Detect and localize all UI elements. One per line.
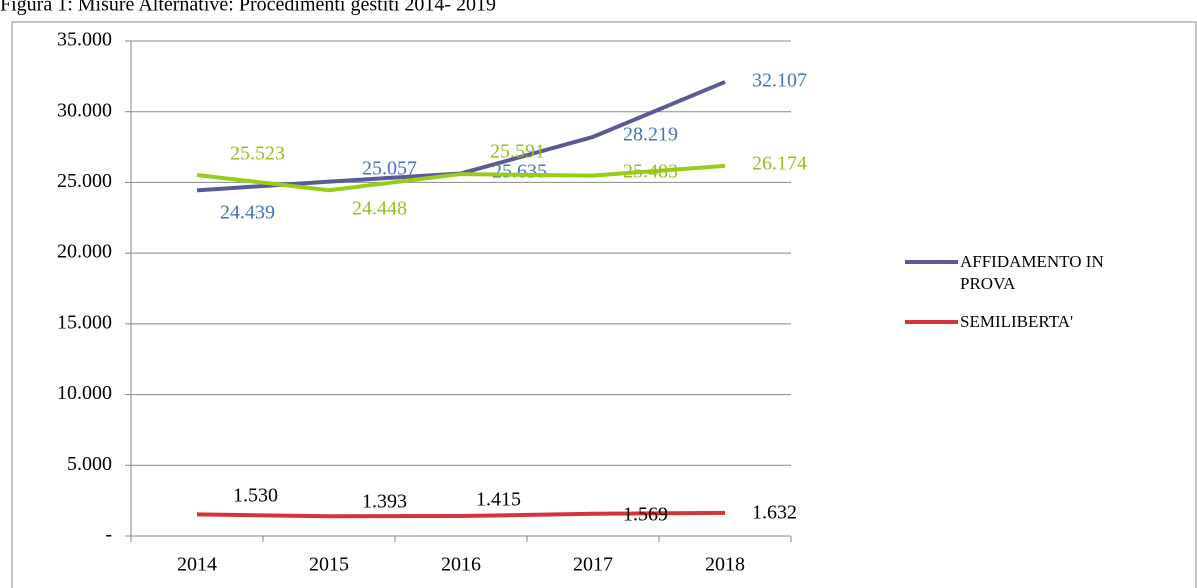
data-label: 1.530 — [233, 485, 278, 507]
data-label: 1.393 — [362, 491, 407, 513]
x-tick-label: 2016 — [441, 554, 481, 576]
chart-title: Figura 1: Misure Alternative: Procedimen… — [0, 0, 496, 16]
x-tick-label: 2015 — [309, 554, 349, 576]
data-label: 24.439 — [220, 202, 275, 224]
data-label: 25.635 — [492, 161, 547, 183]
data-label: 1.569 — [623, 504, 668, 526]
series-line — [196, 163, 726, 193]
legend-label: AFFIDAMENTO IN PROVA — [960, 252, 1104, 293]
y-tick-label: 15.000 — [57, 311, 112, 333]
data-label: 25.523 — [230, 143, 285, 165]
chart-border — [11, 21, 1197, 588]
data-label: 28.219 — [623, 124, 678, 146]
data-label: 24.448 — [352, 198, 407, 220]
data-label: 25.483 — [623, 161, 678, 183]
data-label: 25.591 — [490, 141, 545, 163]
y-tick-label: 30.000 — [57, 99, 112, 121]
y-tick-label: 10.000 — [57, 382, 112, 404]
x-tick-label: 2014 — [177, 554, 217, 576]
y-tick-label: 5.000 — [67, 453, 112, 475]
data-label: 25.057 — [362, 158, 417, 180]
data-label: 1.415 — [476, 489, 521, 511]
legend-entry: SEMILIBERTA' — [960, 312, 1074, 331]
data-label: 1.632 — [752, 502, 797, 524]
y-tick-label: 20.000 — [57, 241, 112, 263]
y-tick-label: 35.000 — [57, 29, 112, 51]
legend-entry: AFFIDAMENTO IN PROVA — [960, 252, 1104, 293]
x-tick-label: 2018 — [705, 554, 745, 576]
series-line — [196, 510, 726, 519]
data-label: 32.107 — [752, 70, 807, 92]
y-tick-label: - — [105, 524, 112, 546]
legend-label: SEMILIBERTA' — [960, 312, 1074, 331]
x-tick-label: 2017 — [573, 554, 613, 576]
y-tick-label: 25.000 — [57, 170, 112, 192]
data-label: 26.174 — [752, 153, 807, 175]
